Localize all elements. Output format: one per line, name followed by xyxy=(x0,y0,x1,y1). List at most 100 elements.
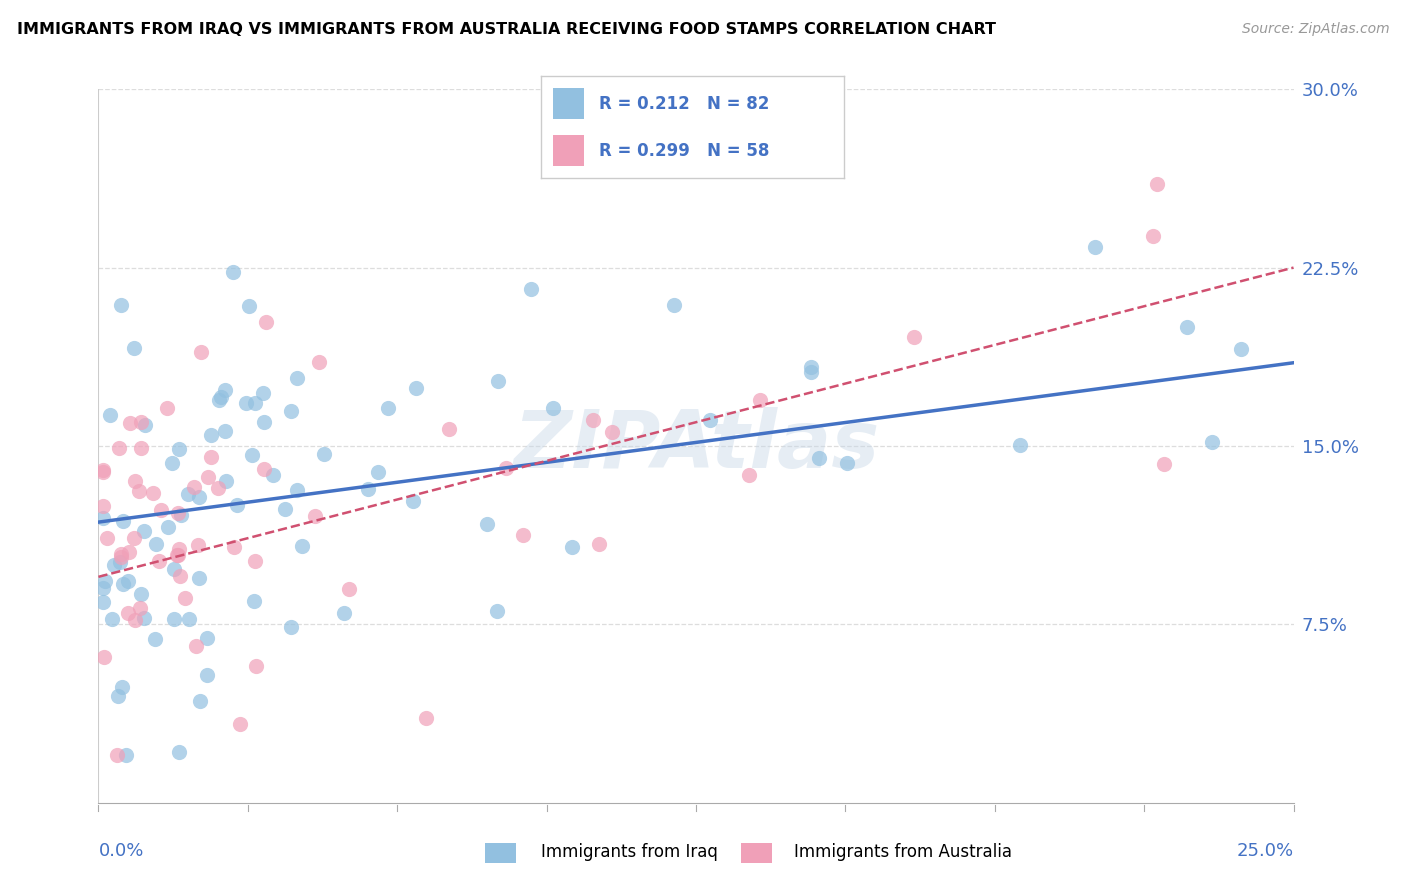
Point xyxy=(285,483,308,497)
Point xyxy=(132,611,155,625)
Point xyxy=(114,748,136,763)
Point xyxy=(1142,228,1164,243)
Point xyxy=(143,632,166,647)
Text: 0.0%: 0.0% xyxy=(98,842,143,860)
Point xyxy=(437,422,460,436)
Point xyxy=(337,582,360,597)
Text: R = 0.299   N = 58: R = 0.299 N = 58 xyxy=(599,142,769,160)
Point xyxy=(1230,342,1253,356)
Point xyxy=(600,425,623,440)
Point xyxy=(91,581,114,595)
Text: Source: ZipAtlas.com: Source: ZipAtlas.com xyxy=(1241,22,1389,37)
Point xyxy=(582,413,605,427)
Point xyxy=(148,554,170,568)
Point xyxy=(120,417,142,431)
Point xyxy=(254,315,277,329)
Point xyxy=(117,574,139,589)
Point xyxy=(800,359,823,374)
Point xyxy=(111,680,134,694)
Point xyxy=(280,404,302,418)
Text: ZIPAtlas: ZIPAtlas xyxy=(513,407,879,485)
Point xyxy=(245,554,267,568)
Point xyxy=(200,428,222,442)
Point xyxy=(183,480,205,494)
Point xyxy=(207,393,229,408)
Point xyxy=(160,456,183,470)
Point xyxy=(238,300,260,314)
Point xyxy=(235,395,257,409)
Point xyxy=(156,520,179,534)
Point xyxy=(405,381,427,395)
Point xyxy=(94,574,117,589)
Point xyxy=(486,374,509,388)
Text: IMMIGRANTS FROM IRAQ VS IMMIGRANTS FROM AUSTRALIA RECEIVING FOOD STAMPS CORRELAT: IMMIGRANTS FROM IRAQ VS IMMIGRANTS FROM … xyxy=(17,22,995,37)
Point xyxy=(197,470,219,484)
Point xyxy=(252,416,274,430)
Point xyxy=(475,516,498,531)
Point xyxy=(110,555,132,569)
Text: 25.0%: 25.0% xyxy=(1236,842,1294,860)
Point xyxy=(131,416,153,430)
Point xyxy=(209,391,232,405)
Point xyxy=(1175,319,1198,334)
Point xyxy=(312,447,335,461)
Point xyxy=(105,748,128,763)
Point xyxy=(367,465,389,479)
Point xyxy=(93,650,115,665)
Point xyxy=(122,531,145,545)
Point xyxy=(156,401,179,416)
Point xyxy=(96,531,118,545)
Point xyxy=(274,502,297,516)
Bar xyxy=(554,136,583,166)
Point xyxy=(520,282,543,296)
Point xyxy=(512,527,534,541)
Point xyxy=(561,540,583,554)
Point xyxy=(228,717,250,731)
Point xyxy=(1084,240,1107,254)
Point xyxy=(134,417,156,432)
Point xyxy=(588,536,610,550)
Point xyxy=(738,468,761,483)
Bar xyxy=(554,88,583,119)
Point xyxy=(170,508,193,522)
Point xyxy=(377,401,399,416)
Point xyxy=(169,569,191,583)
Text: Immigrants from Iraq: Immigrants from Iraq xyxy=(541,843,718,861)
Point xyxy=(285,371,308,385)
Point xyxy=(662,298,685,312)
Point xyxy=(226,498,249,512)
Point xyxy=(91,594,114,608)
Point xyxy=(163,612,186,626)
Point xyxy=(262,468,284,483)
Point xyxy=(163,561,186,575)
Point xyxy=(167,506,190,520)
Point xyxy=(112,576,135,591)
Point xyxy=(415,711,437,725)
Point xyxy=(124,613,146,627)
Point xyxy=(253,462,276,476)
Point xyxy=(166,549,188,563)
Point xyxy=(103,558,125,572)
Point xyxy=(167,549,190,563)
Point xyxy=(100,409,122,423)
Point xyxy=(122,341,145,355)
Point xyxy=(837,457,859,471)
Point xyxy=(187,572,209,586)
Point xyxy=(188,694,211,708)
Point xyxy=(699,413,721,427)
Point xyxy=(108,441,131,455)
Point xyxy=(800,365,823,379)
Point xyxy=(177,487,200,501)
Point xyxy=(101,612,124,626)
Point xyxy=(214,424,236,438)
Point xyxy=(1153,457,1175,471)
Point xyxy=(252,385,274,400)
Point xyxy=(291,540,314,554)
Point xyxy=(150,503,173,517)
Point xyxy=(173,591,195,605)
Point xyxy=(129,441,152,455)
Point xyxy=(749,393,772,408)
Point xyxy=(222,541,245,555)
Point xyxy=(308,355,330,369)
Point xyxy=(187,490,209,504)
